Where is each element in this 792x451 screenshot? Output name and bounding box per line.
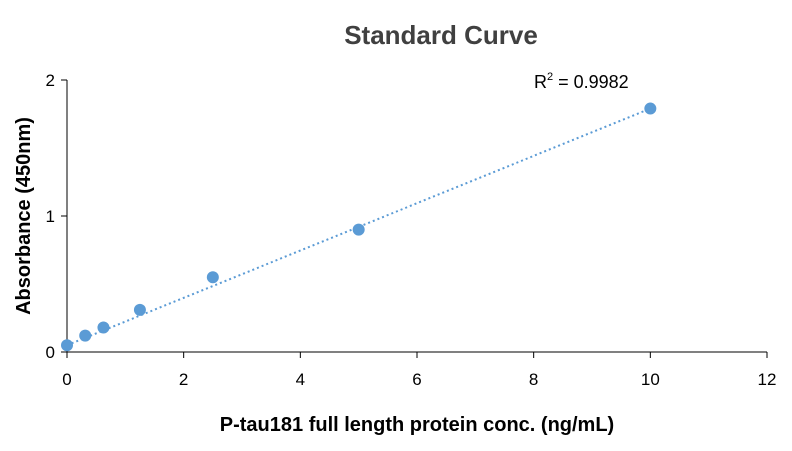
x-tick-label: 4 — [296, 370, 305, 389]
x-tick-label: 12 — [758, 370, 777, 389]
chart-title: Standard Curve — [344, 20, 538, 50]
data-point — [644, 102, 657, 115]
data-points — [61, 102, 657, 352]
x-tick-label: 10 — [641, 370, 660, 389]
data-point — [133, 303, 146, 316]
x-axis-ticks: 0 2 4 6 8 10 12 — [62, 352, 776, 389]
x-tick-label: 8 — [529, 370, 538, 389]
y-axis-label: Absorbance (450nm) — [13, 117, 35, 315]
data-point — [61, 339, 73, 352]
y-axis-ticks: 0 1 2 — [46, 71, 67, 362]
data-point — [97, 321, 110, 334]
data-point — [352, 223, 365, 236]
x-axis-label: P-tau181 full length protein conc. (ng/m… — [220, 414, 614, 436]
y-tick-label: 2 — [46, 71, 55, 90]
y-tick-label: 1 — [46, 207, 55, 226]
y-tick-label: 0 — [46, 343, 55, 362]
data-point — [206, 271, 219, 284]
data-point — [79, 329, 92, 342]
axes — [66, 80, 767, 353]
x-tick-label: 0 — [62, 370, 71, 389]
r-squared-annotation: R2 = 0.9982 — [534, 71, 629, 92]
x-tick-label: 2 — [179, 370, 188, 389]
x-tick-label: 6 — [412, 370, 421, 389]
